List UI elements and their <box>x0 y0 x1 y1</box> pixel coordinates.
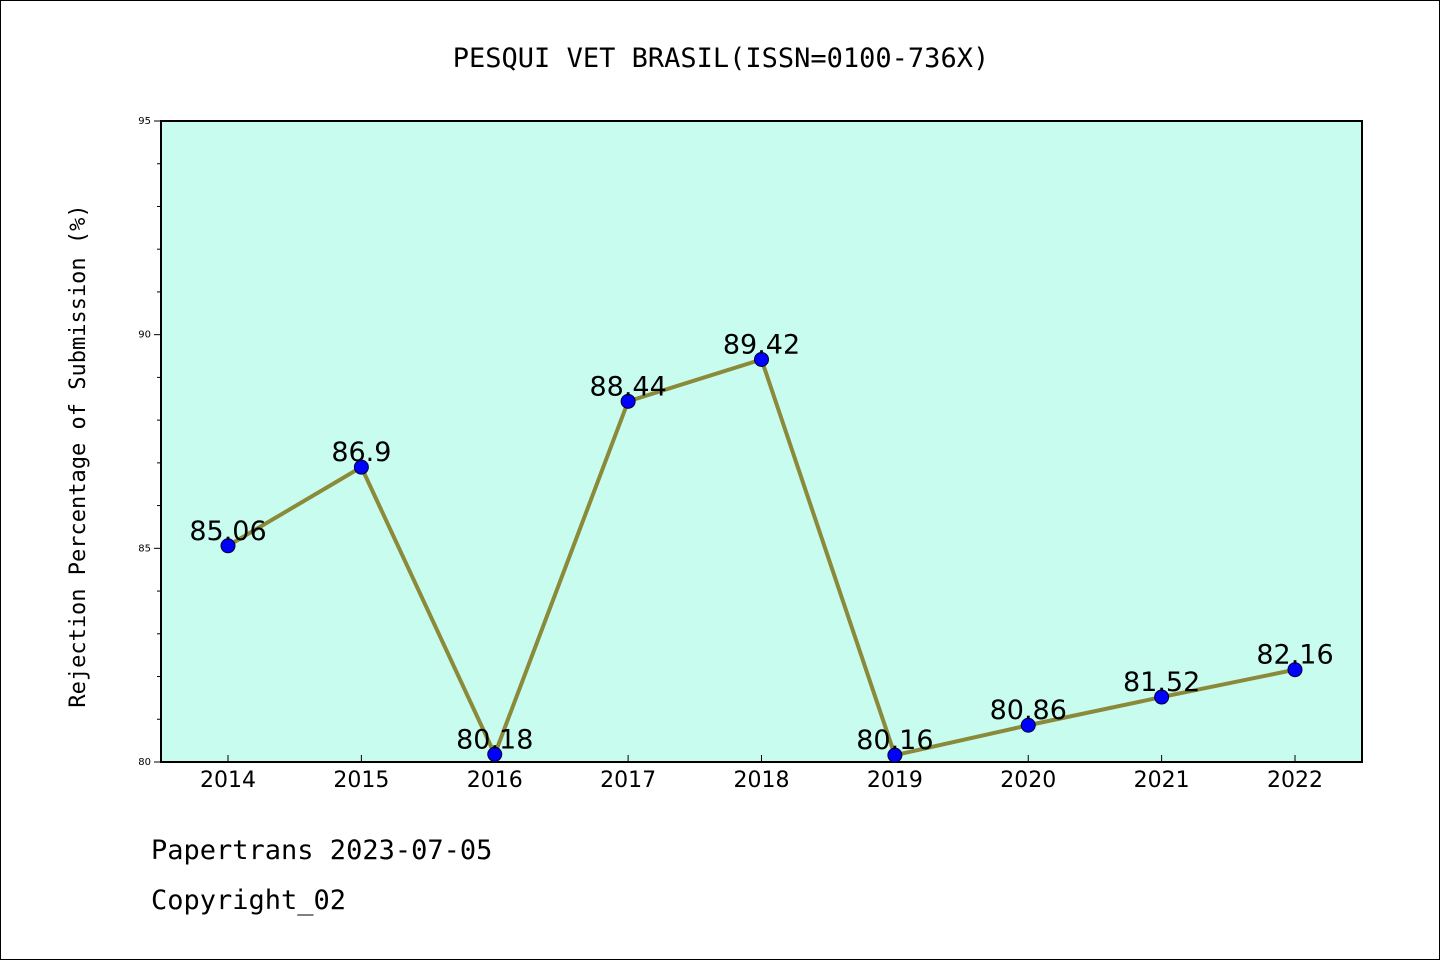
data-point <box>620 393 636 409</box>
data-label: 80.18 <box>456 724 533 755</box>
data-label: 86.9 <box>331 437 391 468</box>
plot-area <box>160 120 1363 763</box>
data-point <box>353 459 369 475</box>
x-tick-label: 2022 <box>1267 768 1323 793</box>
y-tick-label: 80 <box>138 757 151 768</box>
data-label: 82.16 <box>1256 640 1333 671</box>
data-point <box>1154 689 1170 705</box>
data-label: 80.86 <box>990 695 1067 726</box>
x-tick-label: 2014 <box>200 768 256 793</box>
y-tick-label: 95 <box>138 116 151 127</box>
footer-copyright-line: Copyright_02 <box>151 885 347 916</box>
data-label: 88.44 <box>589 371 666 402</box>
footer-date-line: Papertrans 2023-07-05 <box>151 835 493 866</box>
y-tick-label: 90 <box>138 330 151 341</box>
x-tick-label: 2020 <box>1000 768 1056 793</box>
y-axis: 80 85 90 95 <box>138 116 161 768</box>
data-point <box>1020 717 1036 733</box>
y-tick-label: 85 <box>138 543 151 554</box>
data-label: 81.52 <box>1123 667 1200 698</box>
data-label: 89.42 <box>723 329 800 360</box>
series <box>220 351 1303 763</box>
x-tick-label: 2018 <box>734 768 790 793</box>
data-labels: 85.06 86.9 80.18 88.44 89.42 80.16 80.86 81.52 8… <box>189 329 1333 756</box>
data-point <box>487 746 503 762</box>
x-axis: 2014 2015 2016 2017 2018 2019 2020 2021 2022 <box>200 755 1323 793</box>
data-point <box>887 747 903 763</box>
x-tick-label: 2017 <box>600 768 656 793</box>
chart-title: PESQUI VET BRASIL(ISSN=0100-736X) <box>453 43 989 74</box>
data-point <box>754 351 769 367</box>
x-tick-label: 2021 <box>1134 768 1190 793</box>
data-point <box>1287 662 1303 678</box>
x-tick-label: 2015 <box>333 768 389 793</box>
x-tick-label: 2016 <box>467 768 523 793</box>
x-tick-label: 2019 <box>867 768 923 793</box>
data-label: 85.06 <box>189 516 266 547</box>
data-point <box>220 538 236 554</box>
data-label: 80.16 <box>856 725 933 756</box>
y-axis-label: Rejection Percentage of Submission (%) <box>66 204 91 707</box>
